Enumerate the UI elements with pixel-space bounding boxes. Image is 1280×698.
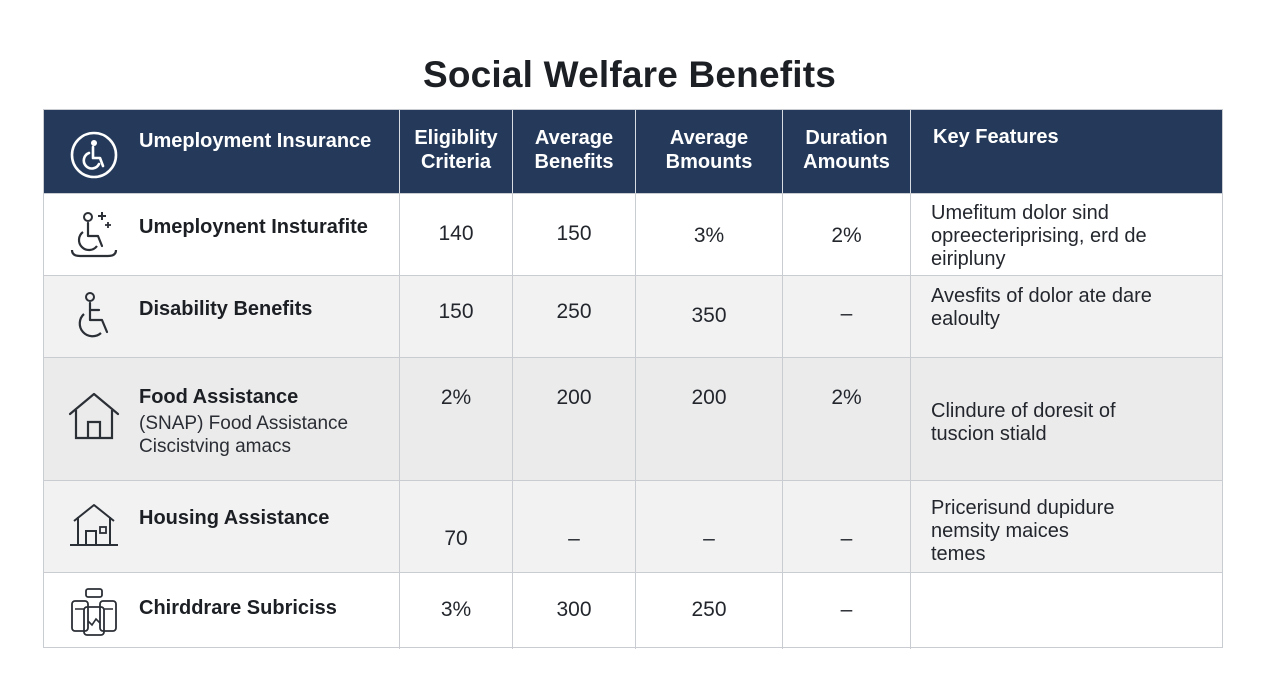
benefits-value: 300 <box>556 598 592 621</box>
features-text: Clindure of doresit of tuscion stiald <box>931 400 1116 445</box>
eligibility-cell: 150 <box>400 276 513 357</box>
duration-cell: – <box>783 481 911 572</box>
benefits-cell: 300 <box>513 573 636 649</box>
features-text: Umefitum dolor sind opreecteriprising, e… <box>931 202 1147 270</box>
program-cell: Housing Assistance <box>44 481 400 572</box>
benefits-cell: 150 <box>513 194 636 275</box>
header-cell-duration: Duration Amounts <box>783 110 911 193</box>
features-cell: Umefitum dolor sind opreecteriprising, e… <box>911 194 1222 275</box>
amounts-cell: 3% <box>636 194 783 275</box>
header-label-features: Key Features <box>933 126 1059 148</box>
benefits-value: 150 <box>556 222 592 245</box>
features-text: Avesfits of dolor ate dare ealoulty <box>931 285 1152 330</box>
wheelchair-user-icon <box>66 206 122 262</box>
duration-cell: 2% <box>783 358 911 480</box>
table-row: Disability Benefits 150 250 350 – Avesfi… <box>44 276 1222 358</box>
eligibility-value: 3% <box>440 598 472 621</box>
header-label-program: Umeployment Insurance <box>139 130 372 152</box>
features-cell: Avesfits of dolor ate dare ealoulty <box>911 276 1222 357</box>
features-cell: Clindure of doresit of tuscion stiald <box>911 358 1222 480</box>
header-label-amounts: Average Bmounts <box>665 127 753 173</box>
eligibility-value: 2% <box>440 386 472 409</box>
house-icon <box>66 388 122 444</box>
program-name: Chirddrare Subriciss <box>139 597 337 619</box>
program-subtitle: (SNAP) Food Assistance Ciscistving amacs <box>139 413 349 457</box>
benefits-cell: 250 <box>513 276 636 357</box>
header-cell-features: Key Features <box>911 110 1222 193</box>
eligibility-cell: 70 <box>400 481 513 572</box>
program-name: Food Assistance <box>139 386 299 408</box>
table-row: Food Assistance (SNAP) Food Assistance C… <box>44 358 1222 481</box>
benefits-value: 250 <box>556 300 592 323</box>
wheelchair-icon <box>66 288 122 344</box>
program-cell: Chirddrare Subriciss <box>44 573 400 649</box>
amounts-value: 200 <box>691 386 727 409</box>
benefits-value: 200 <box>556 386 592 409</box>
header-label-benefits: Average Benefits <box>534 127 614 173</box>
table-row: Chirddrare Subriciss 3% 300 250 – <box>44 573 1222 649</box>
features-text: Pricerisund dupidure nemsity maices teme… <box>931 497 1115 565</box>
table-row: Housing Assistance 70 – – – Pricerisund … <box>44 481 1222 573</box>
benefits-value: – <box>568 527 580 550</box>
eligibility-value: 150 <box>438 300 474 323</box>
table-header: Umeployment Insurance Eligiblity Criteri… <box>44 110 1222 194</box>
header-label-eligibility: Eligiblity Criteria <box>414 127 498 173</box>
program-cell: Food Assistance (SNAP) Food Assistance C… <box>44 358 400 480</box>
amounts-cell: 250 <box>636 573 783 649</box>
eligibility-cell: 3% <box>400 573 513 649</box>
childcare-bottles-icon <box>66 585 122 641</box>
table-row: Umeploynent Insturafite 140 150 3% 2% Um… <box>44 194 1222 276</box>
benefits-cell: 200 <box>513 358 636 480</box>
duration-cell: – <box>783 573 911 649</box>
duration-value: 2% <box>831 386 862 409</box>
program-name: Housing Assistance <box>139 507 330 529</box>
duration-value: – <box>840 527 853 550</box>
features-cell <box>911 573 1222 649</box>
eligibility-value: 140 <box>438 222 474 245</box>
amounts-cell: – <box>636 481 783 572</box>
amounts-value: 3% <box>693 224 725 247</box>
header-label-duration: Duration Amounts <box>803 127 890 173</box>
accessibility-circle-icon <box>69 130 119 180</box>
duration-value: – <box>840 598 853 621</box>
amounts-value: 250 <box>691 598 727 621</box>
features-cell: Pricerisund dupidure nemsity maices teme… <box>911 481 1222 572</box>
duration-value: – <box>840 302 853 325</box>
header-cell-program: Umeployment Insurance <box>44 110 400 193</box>
eligibility-value: 70 <box>444 527 468 550</box>
program-cell: Umeploynent Insturafite <box>44 194 400 275</box>
program-name: Disability Benefits <box>139 298 313 320</box>
header-cell-benefits: Average Benefits <box>513 110 636 193</box>
duration-value: 2% <box>831 224 862 247</box>
header-cell-eligibility: Eligiblity Criteria <box>400 110 513 193</box>
eligibility-cell: 2% <box>400 358 513 480</box>
amounts-value: – <box>703 527 715 550</box>
page-title: Social Welfare Benefits <box>422 54 837 95</box>
home-building-icon <box>66 499 122 555</box>
amounts-value: 350 <box>691 304 727 327</box>
benefits-table: Umeployment Insurance Eligiblity Criteri… <box>43 109 1223 649</box>
amounts-cell: 350 <box>636 276 783 357</box>
benefits-cell: – <box>513 481 636 572</box>
eligibility-cell: 140 <box>400 194 513 275</box>
header-cell-amounts: Average Bmounts <box>636 110 783 193</box>
duration-cell: – <box>783 276 911 357</box>
program-name: Umeploynent Insturafite <box>139 216 368 238</box>
amounts-cell: 200 <box>636 358 783 480</box>
duration-cell: 2% <box>783 194 911 275</box>
program-cell: Disability Benefits <box>44 276 400 357</box>
